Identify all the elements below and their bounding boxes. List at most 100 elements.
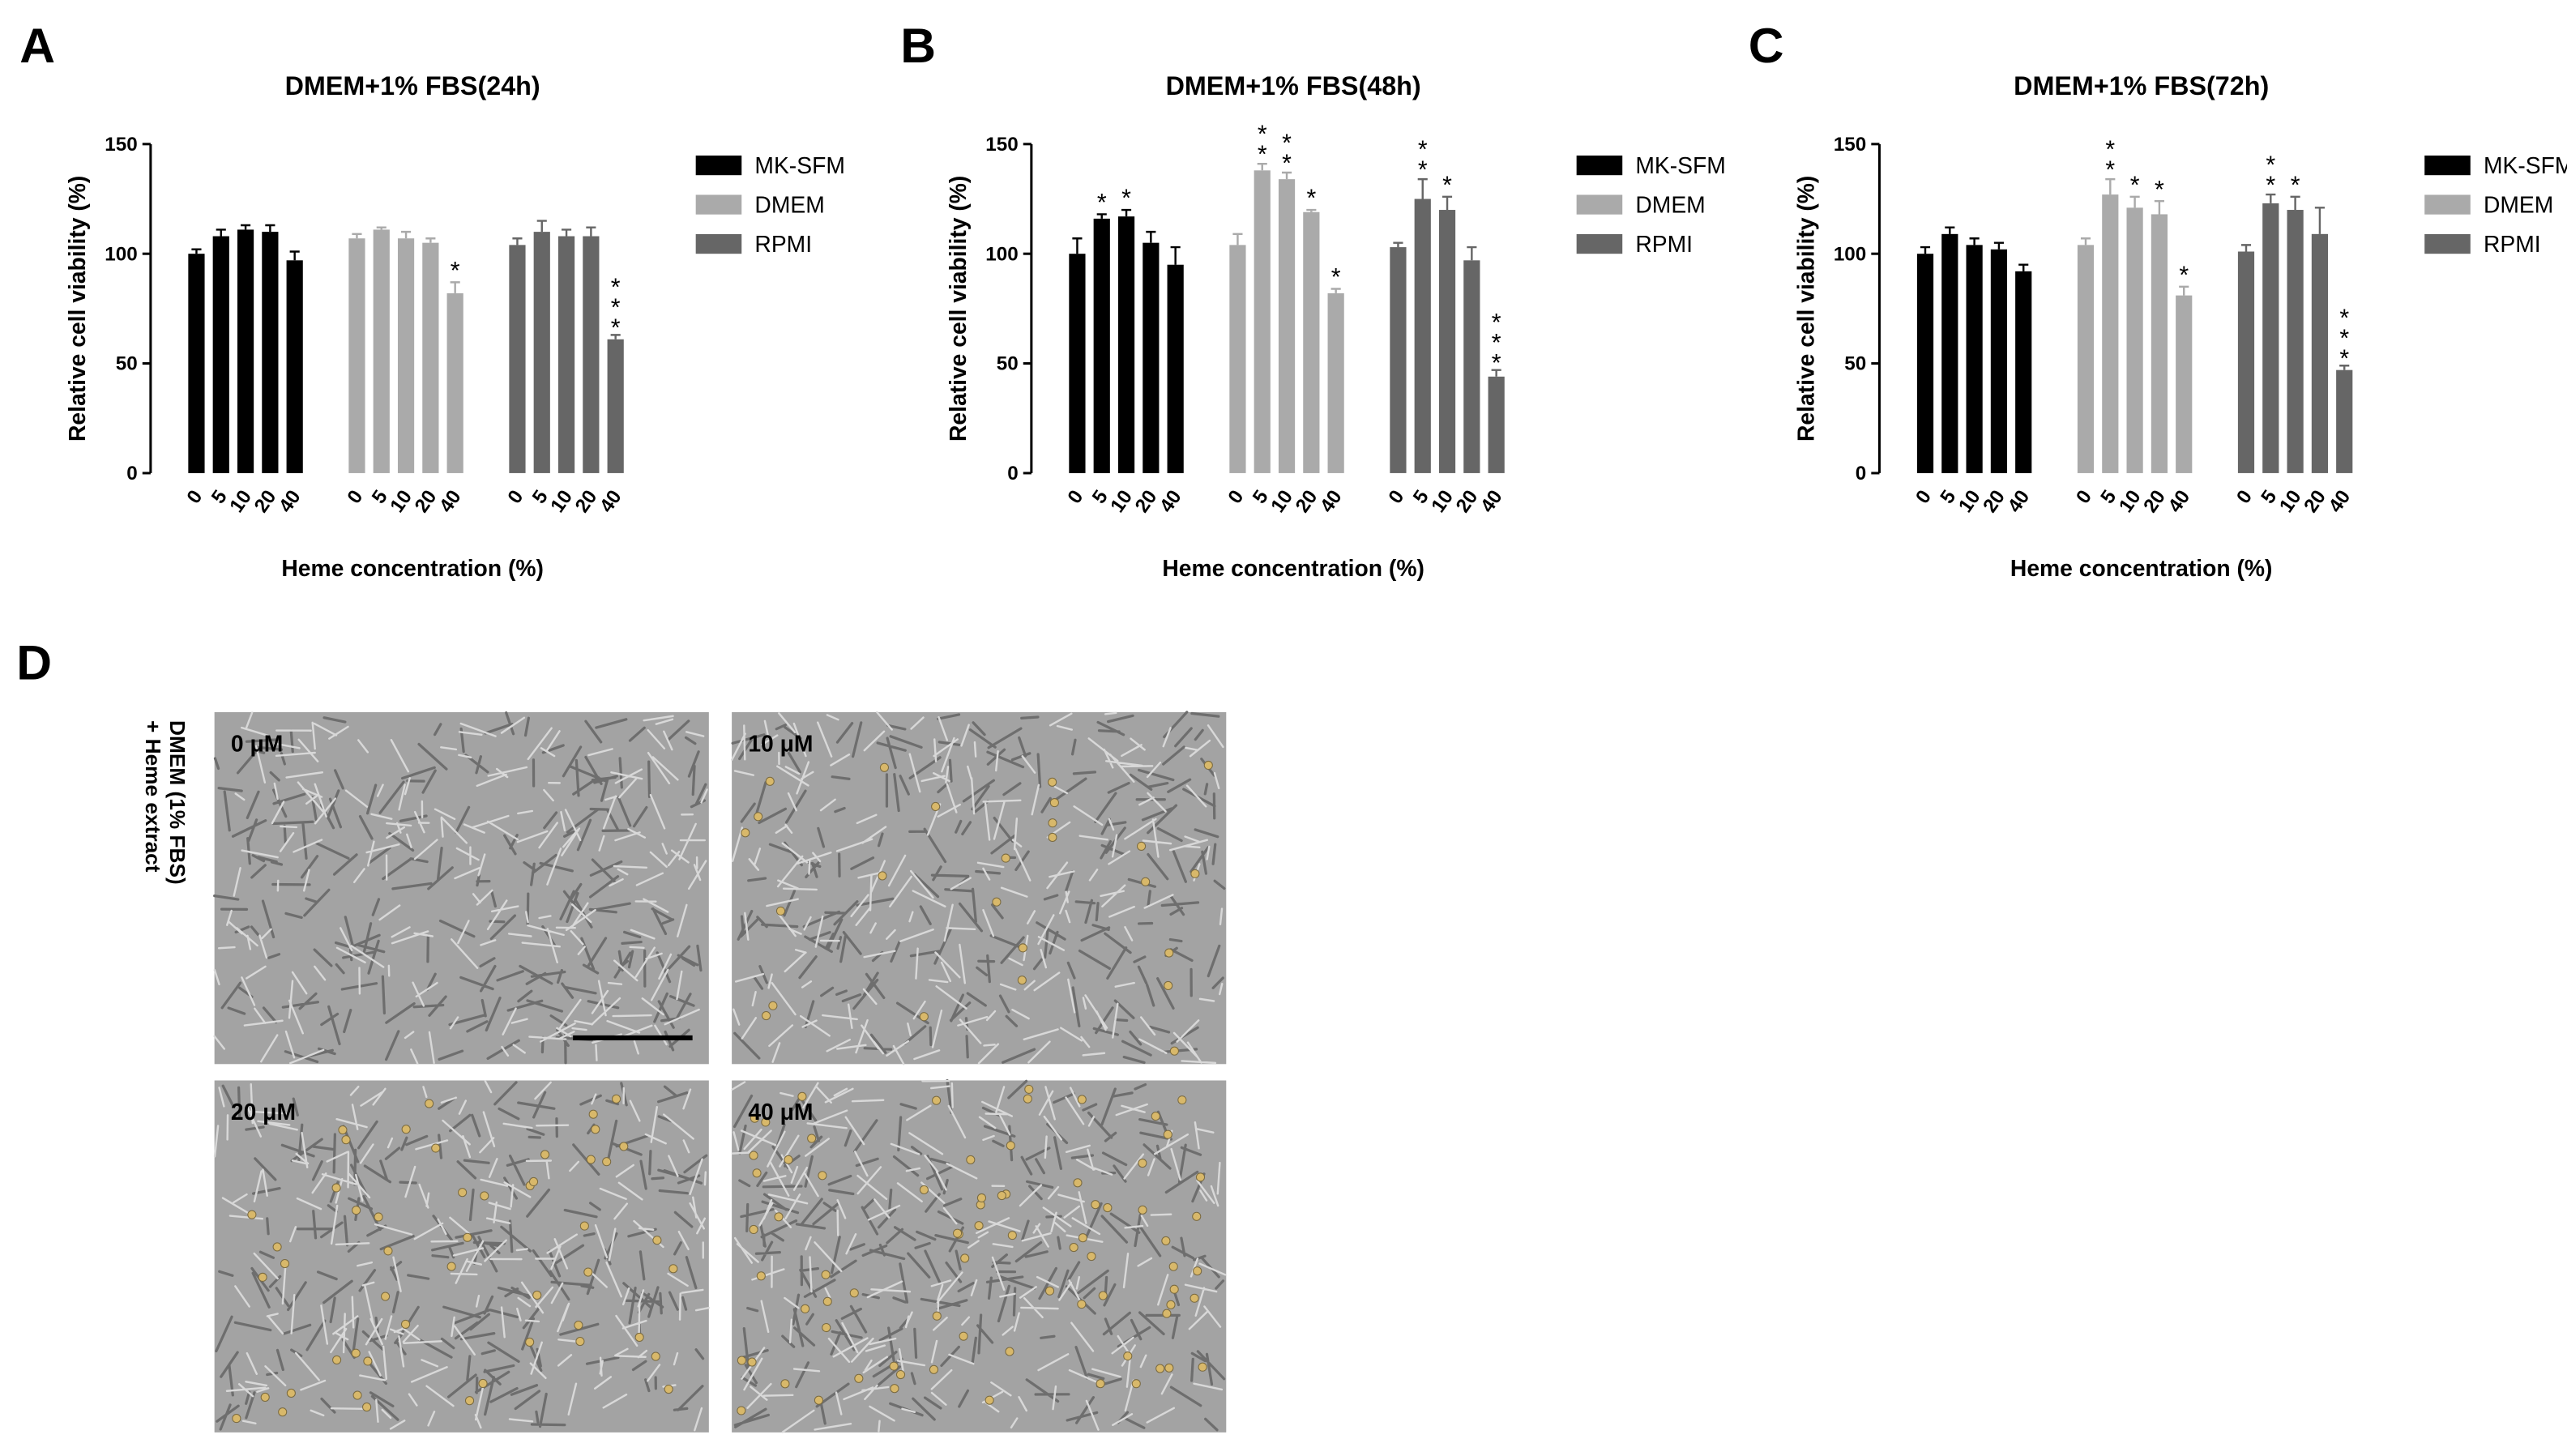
- significance: *: [1088, 190, 1115, 210]
- error-bar: [1993, 241, 2004, 250]
- y-tick-label: 150: [985, 134, 1018, 156]
- round-cell: [1069, 1243, 1078, 1253]
- round-cell: [668, 1264, 678, 1274]
- round-cell: [1164, 1363, 1174, 1373]
- round-cell: [1001, 853, 1010, 863]
- round-cell: [822, 1322, 831, 1333]
- round-cell: [1098, 1291, 1108, 1300]
- round-cell: [1044, 1286, 1055, 1296]
- error-bar: [450, 281, 460, 293]
- error-bar: [2290, 195, 2300, 211]
- round-cell: [1077, 1300, 1087, 1309]
- panel-label: B: [900, 18, 936, 73]
- side-label: + Heme extract: [141, 720, 165, 873]
- round-cell: [761, 1010, 771, 1021]
- round-cell: [463, 1232, 472, 1242]
- significance: *: [1322, 264, 1349, 284]
- x-tick-label: 0: [2232, 486, 2257, 508]
- error-bar: [216, 228, 226, 237]
- error-bar: [2179, 285, 2189, 296]
- round-cell: [258, 1272, 267, 1282]
- round-cell: [1048, 777, 1057, 787]
- round-cell: [280, 1259, 290, 1269]
- round-cell: [919, 1185, 929, 1194]
- round-cell: [974, 1221, 984, 1231]
- error-bar: [610, 334, 621, 339]
- round-cell: [1137, 841, 1147, 851]
- round-cell: [889, 1361, 899, 1371]
- y-tick-label: 150: [105, 134, 137, 156]
- error-bar: [1969, 237, 1980, 246]
- round-cell: [579, 1221, 589, 1231]
- round-cell: [932, 1095, 942, 1105]
- round-cell: [854, 1373, 864, 1383]
- round-cell: [1151, 1112, 1160, 1121]
- significance: *: [1434, 172, 1461, 192]
- round-cell: [780, 1379, 790, 1389]
- bar: [422, 242, 439, 473]
- round-cell: [1190, 1293, 1199, 1303]
- error-bar: [265, 224, 275, 233]
- y-axis-label: Relative cell viability (%): [1793, 176, 1819, 442]
- round-cell: [822, 1296, 832, 1306]
- y-tick-label: 150: [1834, 134, 1866, 156]
- round-cell: [1138, 1158, 1147, 1168]
- legend-swatch: [1576, 194, 1623, 215]
- round-cell: [480, 1191, 489, 1201]
- round-cell: [525, 1337, 535, 1347]
- bar: [1916, 254, 1934, 473]
- round-cell: [801, 1304, 810, 1313]
- significance: **: [1249, 122, 1275, 162]
- round-cell: [1169, 1284, 1179, 1294]
- legend-swatch: [695, 194, 742, 215]
- bar: [348, 238, 365, 473]
- round-cell: [960, 1253, 970, 1263]
- bar: [2151, 214, 2168, 473]
- round-cell: [1198, 1362, 1207, 1372]
- side-label: DMEM (1% FBS): [165, 720, 190, 885]
- x-tick-label: 40: [1316, 486, 1347, 517]
- micrograph: [732, 1080, 1227, 1433]
- bar: [2126, 207, 2143, 473]
- error-bar: [1442, 195, 1453, 211]
- image-label: 40 μM: [748, 1099, 813, 1125]
- error-bar: [1232, 233, 1243, 246]
- round-cell: [997, 1191, 1006, 1201]
- significance: **: [2257, 152, 2284, 193]
- round-cell: [932, 1311, 942, 1321]
- error-bar: [2266, 193, 2276, 203]
- error-bar: [1121, 208, 1132, 217]
- x-axis-label: Heme concentration (%): [2010, 555, 2273, 581]
- panel-label: A: [19, 18, 55, 73]
- round-cell: [747, 1357, 757, 1367]
- x-tick-label: 40: [435, 486, 466, 517]
- cell-texture: [213, 1080, 710, 1432]
- round-cell: [1164, 980, 1173, 991]
- cell-texture: [213, 711, 708, 1065]
- round-cell: [741, 828, 750, 838]
- bar: [1463, 260, 1480, 473]
- bar: [1941, 233, 1958, 473]
- legend-label: MK-SFM: [2484, 152, 2567, 178]
- y-tick-label: 100: [985, 243, 1018, 265]
- bar: [1278, 179, 1296, 473]
- bar: [237, 229, 254, 473]
- round-cell: [1163, 1129, 1172, 1139]
- error-bar: [2339, 365, 2350, 370]
- bar: [1143, 242, 1160, 473]
- significance: *: [442, 258, 468, 278]
- legend-swatch: [2424, 194, 2471, 215]
- round-cell: [1168, 1262, 1178, 1271]
- chart-title: DMEM+1% FBS(24h): [285, 71, 540, 100]
- round-cell: [919, 1012, 929, 1022]
- bar: [2102, 194, 2119, 473]
- bar: [1167, 264, 1184, 473]
- round-cell: [878, 871, 887, 881]
- round-cell: [761, 1117, 771, 1127]
- bar: [533, 232, 550, 473]
- round-cell: [992, 897, 1002, 907]
- error-bar: [1417, 177, 1428, 199]
- legend-swatch: [695, 233, 742, 254]
- bar: [583, 236, 600, 473]
